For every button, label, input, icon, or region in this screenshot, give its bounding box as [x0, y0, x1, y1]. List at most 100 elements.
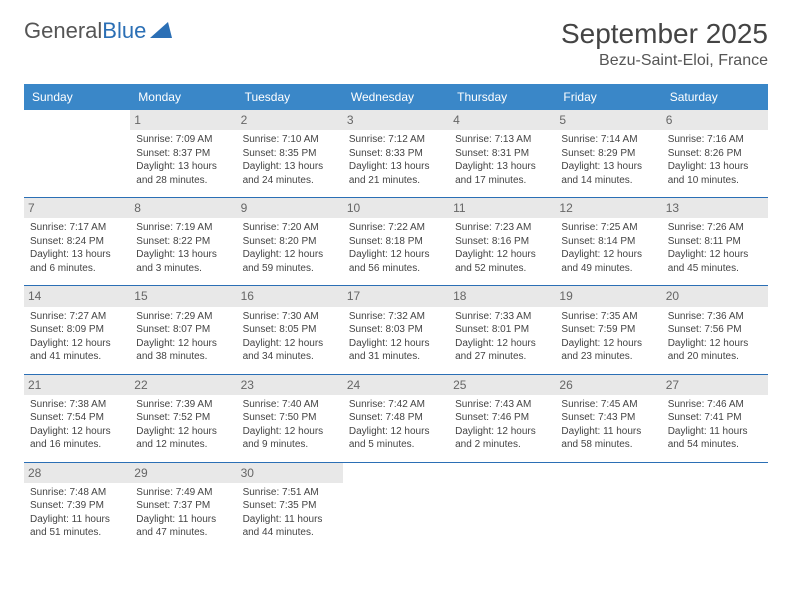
- sunrise-line: Sunrise: 7:35 AM: [561, 310, 655, 324]
- day-header-sat: Saturday: [662, 84, 768, 110]
- daylight-line: Daylight: 12 hours and 56 minutes.: [349, 248, 443, 275]
- daylight-line: Daylight: 12 hours and 12 minutes.: [136, 425, 230, 452]
- calendar-cell: 12Sunrise: 7:25 AMSunset: 8:14 PMDayligh…: [555, 198, 661, 286]
- day-number: 13: [662, 198, 768, 218]
- daylight-line: Daylight: 12 hours and 9 minutes.: [243, 425, 337, 452]
- calendar-cell: 19Sunrise: 7:35 AMSunset: 7:59 PMDayligh…: [555, 286, 661, 374]
- day-number: 16: [237, 286, 343, 306]
- calendar-cell: 6Sunrise: 7:16 AMSunset: 8:26 PMDaylight…: [662, 110, 768, 198]
- sunset-line: Sunset: 7:50 PM: [243, 411, 337, 425]
- sunrise-line: Sunrise: 7:42 AM: [349, 398, 443, 412]
- calendar-cell: 14Sunrise: 7:27 AMSunset: 8:09 PMDayligh…: [24, 286, 130, 374]
- day-header-fri: Friday: [555, 84, 661, 110]
- day-number: 1: [130, 110, 236, 130]
- daylight-line: Daylight: 11 hours and 47 minutes.: [136, 513, 230, 540]
- calendar-cell: 2Sunrise: 7:10 AMSunset: 8:35 PMDaylight…: [237, 110, 343, 198]
- day-number: 20: [662, 286, 768, 306]
- sunset-line: Sunset: 7:39 PM: [30, 499, 124, 513]
- daylight-line: Daylight: 12 hours and 5 minutes.: [349, 425, 443, 452]
- logo-triangle-icon: [150, 18, 172, 44]
- sunrise-line: Sunrise: 7:30 AM: [243, 310, 337, 324]
- calendar-row: 1Sunrise: 7:09 AMSunset: 8:37 PMDaylight…: [24, 110, 768, 198]
- sunrise-line: Sunrise: 7:19 AM: [136, 221, 230, 235]
- day-number: 12: [555, 198, 661, 218]
- calendar-cell: 15Sunrise: 7:29 AMSunset: 8:07 PMDayligh…: [130, 286, 236, 374]
- daylight-line: Daylight: 13 hours and 14 minutes.: [561, 160, 655, 187]
- sunset-line: Sunset: 8:31 PM: [455, 147, 549, 161]
- calendar-cell: 27Sunrise: 7:46 AMSunset: 7:41 PMDayligh…: [662, 374, 768, 462]
- day-number: 29: [130, 463, 236, 483]
- daylight-line: Daylight: 12 hours and 27 minutes.: [455, 337, 549, 364]
- sunset-line: Sunset: 8:26 PM: [668, 147, 762, 161]
- sunrise-line: Sunrise: 7:36 AM: [668, 310, 762, 324]
- day-number: 2: [237, 110, 343, 130]
- day-number: 26: [555, 375, 661, 395]
- sunset-line: Sunset: 8:03 PM: [349, 323, 443, 337]
- day-header-row: Sunday Monday Tuesday Wednesday Thursday…: [24, 84, 768, 110]
- sunset-line: Sunset: 7:35 PM: [243, 499, 337, 513]
- sunset-line: Sunset: 8:33 PM: [349, 147, 443, 161]
- calendar: Sunday Monday Tuesday Wednesday Thursday…: [24, 84, 768, 550]
- calendar-cell-empty: [555, 462, 661, 550]
- day-header-thu: Thursday: [449, 84, 555, 110]
- calendar-cell: 4Sunrise: 7:13 AMSunset: 8:31 PMDaylight…: [449, 110, 555, 198]
- location: Bezu-Saint-Eloi, France: [561, 52, 768, 70]
- sunset-line: Sunset: 7:41 PM: [668, 411, 762, 425]
- calendar-cell: 7Sunrise: 7:17 AMSunset: 8:24 PMDaylight…: [24, 198, 130, 286]
- day-number: 27: [662, 375, 768, 395]
- day-number: 18: [449, 286, 555, 306]
- calendar-cell: 26Sunrise: 7:45 AMSunset: 7:43 PMDayligh…: [555, 374, 661, 462]
- sunrise-line: Sunrise: 7:48 AM: [30, 486, 124, 500]
- day-number: 14: [24, 286, 130, 306]
- sunrise-line: Sunrise: 7:32 AM: [349, 310, 443, 324]
- daylight-line: Daylight: 13 hours and 24 minutes.: [243, 160, 337, 187]
- calendar-cell-empty: [449, 462, 555, 550]
- daylight-line: Daylight: 12 hours and 38 minutes.: [136, 337, 230, 364]
- calendar-cell: 17Sunrise: 7:32 AMSunset: 8:03 PMDayligh…: [343, 286, 449, 374]
- sunrise-line: Sunrise: 7:27 AM: [30, 310, 124, 324]
- calendar-cell: 24 Sunrise: 7:42 AMSunset: 7:48 PMDayligh…: [343, 374, 449, 462]
- calendar-row: 7Sunrise: 7:17 AMSunset: 8:24 PMDaylight…: [24, 198, 768, 286]
- daylight-line: Daylight: 11 hours and 58 minutes.: [561, 425, 655, 452]
- sunrise-line: Sunrise: 7:45 AM: [561, 398, 655, 412]
- sunset-line: Sunset: 8:22 PM: [136, 235, 230, 249]
- sunrise-line: Sunrise: 7:33 AM: [455, 310, 549, 324]
- calendar-cell: 9Sunrise: 7:20 AMSunset: 8:20 PMDaylight…: [237, 198, 343, 286]
- calendar-cell: 23Sunrise: 7:40 AMSunset: 7:50 PMDayligh…: [237, 374, 343, 462]
- sunset-line: Sunset: 8:05 PM: [243, 323, 337, 337]
- daylight-line: Daylight: 11 hours and 44 minutes.: [243, 513, 337, 540]
- daylight-line: Daylight: 12 hours and 49 minutes.: [561, 248, 655, 275]
- calendar-cell: 3Sunrise: 7:12 AMSunset: 8:33 PMDaylight…: [343, 110, 449, 198]
- title-block: September 2025 Bezu-Saint-Eloi, France: [561, 18, 768, 70]
- daylight-line: Daylight: 13 hours and 10 minutes.: [668, 160, 762, 187]
- daylight-line: Daylight: 13 hours and 21 minutes.: [349, 160, 443, 187]
- sunset-line: Sunset: 7:54 PM: [30, 411, 124, 425]
- day-header-tue: Tuesday: [237, 84, 343, 110]
- daylight-line: Daylight: 11 hours and 51 minutes.: [30, 513, 124, 540]
- calendar-row: 14Sunrise: 7:27 AMSunset: 8:09 PMDayligh…: [24, 286, 768, 374]
- calendar-cell-empty: [343, 462, 449, 550]
- calendar-cell: 28Sunrise: 7:48 AMSunset: 7:39 PMDayligh…: [24, 462, 130, 550]
- sunrise-line: Sunrise: 7:13 AM: [455, 133, 549, 147]
- sunrise-line: Sunrise: 7:43 AM: [455, 398, 549, 412]
- calendar-cell: 16Sunrise: 7:30 AMSunset: 8:05 PMDayligh…: [237, 286, 343, 374]
- calendar-cell: 8Sunrise: 7:19 AMSunset: 8:22 PMDaylight…: [130, 198, 236, 286]
- day-number: 6: [662, 110, 768, 130]
- sunset-line: Sunset: 7:59 PM: [561, 323, 655, 337]
- sunrise-line: Sunrise: 7:14 AM: [561, 133, 655, 147]
- sunset-line: Sunset: 7:48 PM: [349, 411, 443, 425]
- day-number: 19: [555, 286, 661, 306]
- calendar-cell: 1Sunrise: 7:09 AMSunset: 8:37 PMDaylight…: [130, 110, 236, 198]
- day-header-wed: Wednesday: [343, 84, 449, 110]
- day-header-sun: Sunday: [24, 84, 130, 110]
- daylight-line: Daylight: 13 hours and 3 minutes.: [136, 248, 230, 275]
- sunset-line: Sunset: 8:20 PM: [243, 235, 337, 249]
- day-number: 24: [343, 375, 449, 395]
- day-number: 23: [237, 375, 343, 395]
- day-number: 30: [237, 463, 343, 483]
- sunrise-line: Sunrise: 7:22 AM: [349, 221, 443, 235]
- day-number: 7: [24, 198, 130, 218]
- day-number: 9: [237, 198, 343, 218]
- day-number: 3: [343, 110, 449, 130]
- sunrise-line: Sunrise: 7:23 AM: [455, 221, 549, 235]
